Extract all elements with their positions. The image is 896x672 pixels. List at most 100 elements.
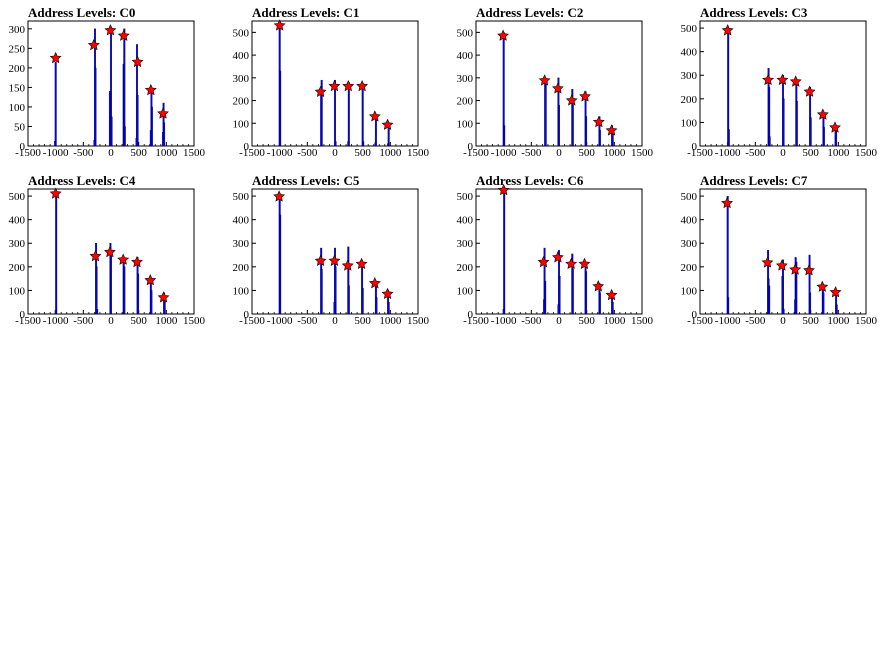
histogram-bar — [361, 83, 364, 147]
x-tick-label: 1500 — [855, 315, 878, 327]
x-tick-label: 1000 — [827, 315, 850, 327]
peak-marker — [381, 287, 394, 299]
x-tick-label: -1500 — [15, 147, 41, 159]
histogram-bar — [809, 292, 812, 315]
x-tick-label: -1500 — [239, 315, 265, 327]
histogram-panel-4: Address Levels: C4-1500 -1000 -500 0 500 1000… — [9, 173, 206, 327]
x-tick-label: 1000 — [603, 315, 626, 327]
x-tick-label: 0 — [108, 147, 114, 159]
histogram-bar — [503, 188, 506, 315]
peak-marker — [803, 85, 816, 97]
x-tick-label: 1500 — [855, 147, 878, 159]
peak-marker — [314, 85, 327, 97]
histogram-bar — [611, 302, 614, 315]
peak-marker — [381, 118, 394, 130]
histogram-bar — [794, 299, 797, 315]
peak-marker — [328, 79, 341, 92]
histogram-panel-0: Address Levels: C0-1500 -1000 -500 0 500 1000… — [9, 5, 206, 159]
x-tick-label: -500 — [521, 147, 542, 159]
peak-marker — [368, 277, 381, 289]
histogram-bar — [110, 116, 113, 147]
x-tick-label: 500 — [802, 315, 819, 327]
peak-marker — [721, 196, 733, 209]
chart-title: Address Levels: C2 — [476, 5, 583, 20]
y-tick-label: 300 — [681, 238, 698, 250]
y-tick-label: 0 — [20, 141, 26, 153]
peak-marker — [131, 255, 143, 268]
histogram-bar — [320, 93, 323, 147]
y-tick-label: 100 — [681, 117, 698, 129]
x-tick-label: 500 — [354, 147, 371, 159]
histogram-bar — [137, 273, 140, 315]
histogram-panel-1: Address Levels: C1-1500 -1000 -500 0 500 1000… — [233, 5, 430, 159]
x-tick-label: 1500 — [183, 147, 206, 159]
chart-title: Address Levels: C4 — [28, 173, 136, 188]
x-tick-label: -500 — [745, 315, 766, 327]
histogram-bar — [795, 101, 798, 147]
x-tick-label: 1000 — [603, 147, 626, 159]
peak-marker — [552, 82, 564, 94]
peak-marker — [49, 187, 62, 199]
x-tick-label: 1000 — [379, 315, 402, 327]
histogram-bar — [347, 141, 350, 147]
x-tick-label: 1000 — [379, 147, 402, 159]
peak-marker — [816, 108, 829, 120]
histogram-bar — [727, 297, 730, 315]
x-tick-label: 500 — [578, 315, 595, 327]
peak-marker — [342, 79, 355, 92]
histogram-bar — [502, 309, 505, 315]
peak-marker — [605, 124, 618, 136]
peak-marker — [789, 75, 802, 87]
y-tick-label: 500 — [233, 27, 250, 39]
histogram-bar — [782, 309, 785, 315]
x-tick-label: 500 — [802, 147, 819, 159]
y-tick-label: 400 — [9, 215, 26, 227]
histogram-bar — [585, 271, 588, 315]
y-tick-label: 400 — [233, 50, 250, 62]
histogram-bar — [162, 132, 164, 147]
y-tick-label: 200 — [9, 262, 26, 274]
histogram-bar — [727, 129, 730, 147]
y-tick-label: 0 — [468, 141, 474, 153]
y-tick-label: 100 — [457, 285, 474, 297]
histogram-bar — [54, 141, 57, 147]
peak-marker — [829, 121, 841, 133]
peak-marker — [117, 253, 130, 265]
y-tick-label: 400 — [457, 50, 474, 62]
histogram-bar — [123, 266, 126, 315]
peak-marker — [157, 291, 170, 303]
x-tick-label: 1000 — [155, 147, 178, 159]
histogram-bar — [822, 126, 825, 147]
histogram-bar — [135, 138, 138, 147]
x-tick-label: 1500 — [631, 147, 654, 159]
histogram-bar — [279, 214, 282, 315]
histogram-bar — [544, 84, 547, 147]
x-tick-label: -1000 — [491, 147, 517, 159]
x-tick-label: -500 — [297, 315, 318, 327]
y-tick-label: 500 — [457, 191, 474, 203]
chart-title: Address Levels: C5 — [252, 173, 360, 188]
x-tick-label: 1500 — [183, 315, 206, 327]
y-tick-label: 500 — [457, 27, 474, 39]
peak-marker — [552, 251, 564, 263]
x-tick-label: -1500 — [687, 315, 713, 327]
histogram-bar — [809, 117, 812, 147]
peak-marker — [497, 183, 510, 196]
x-tick-label: 1000 — [827, 147, 850, 159]
x-tick-label: -1000 — [491, 315, 517, 327]
histogram-panel-7: Address Levels: C7-1500 -1000 -500 0 500 1000… — [681, 173, 878, 327]
x-tick-label: 1000 — [155, 315, 178, 327]
peak-marker — [776, 73, 789, 85]
x-tick-label: -1000 — [715, 147, 741, 159]
y-tick-label: 500 — [681, 191, 698, 203]
histogram-bar — [835, 304, 838, 315]
histogram-bar — [727, 27, 730, 147]
peak-marker — [776, 259, 788, 271]
y-tick-label: 0 — [692, 309, 698, 321]
y-tick-label: 0 — [692, 141, 698, 153]
y-tick-label: 300 — [457, 238, 474, 250]
peak-marker — [328, 254, 341, 267]
x-tick-label: 1500 — [407, 147, 430, 159]
histogram-bar — [387, 143, 390, 147]
histogram-bar — [334, 79, 336, 147]
